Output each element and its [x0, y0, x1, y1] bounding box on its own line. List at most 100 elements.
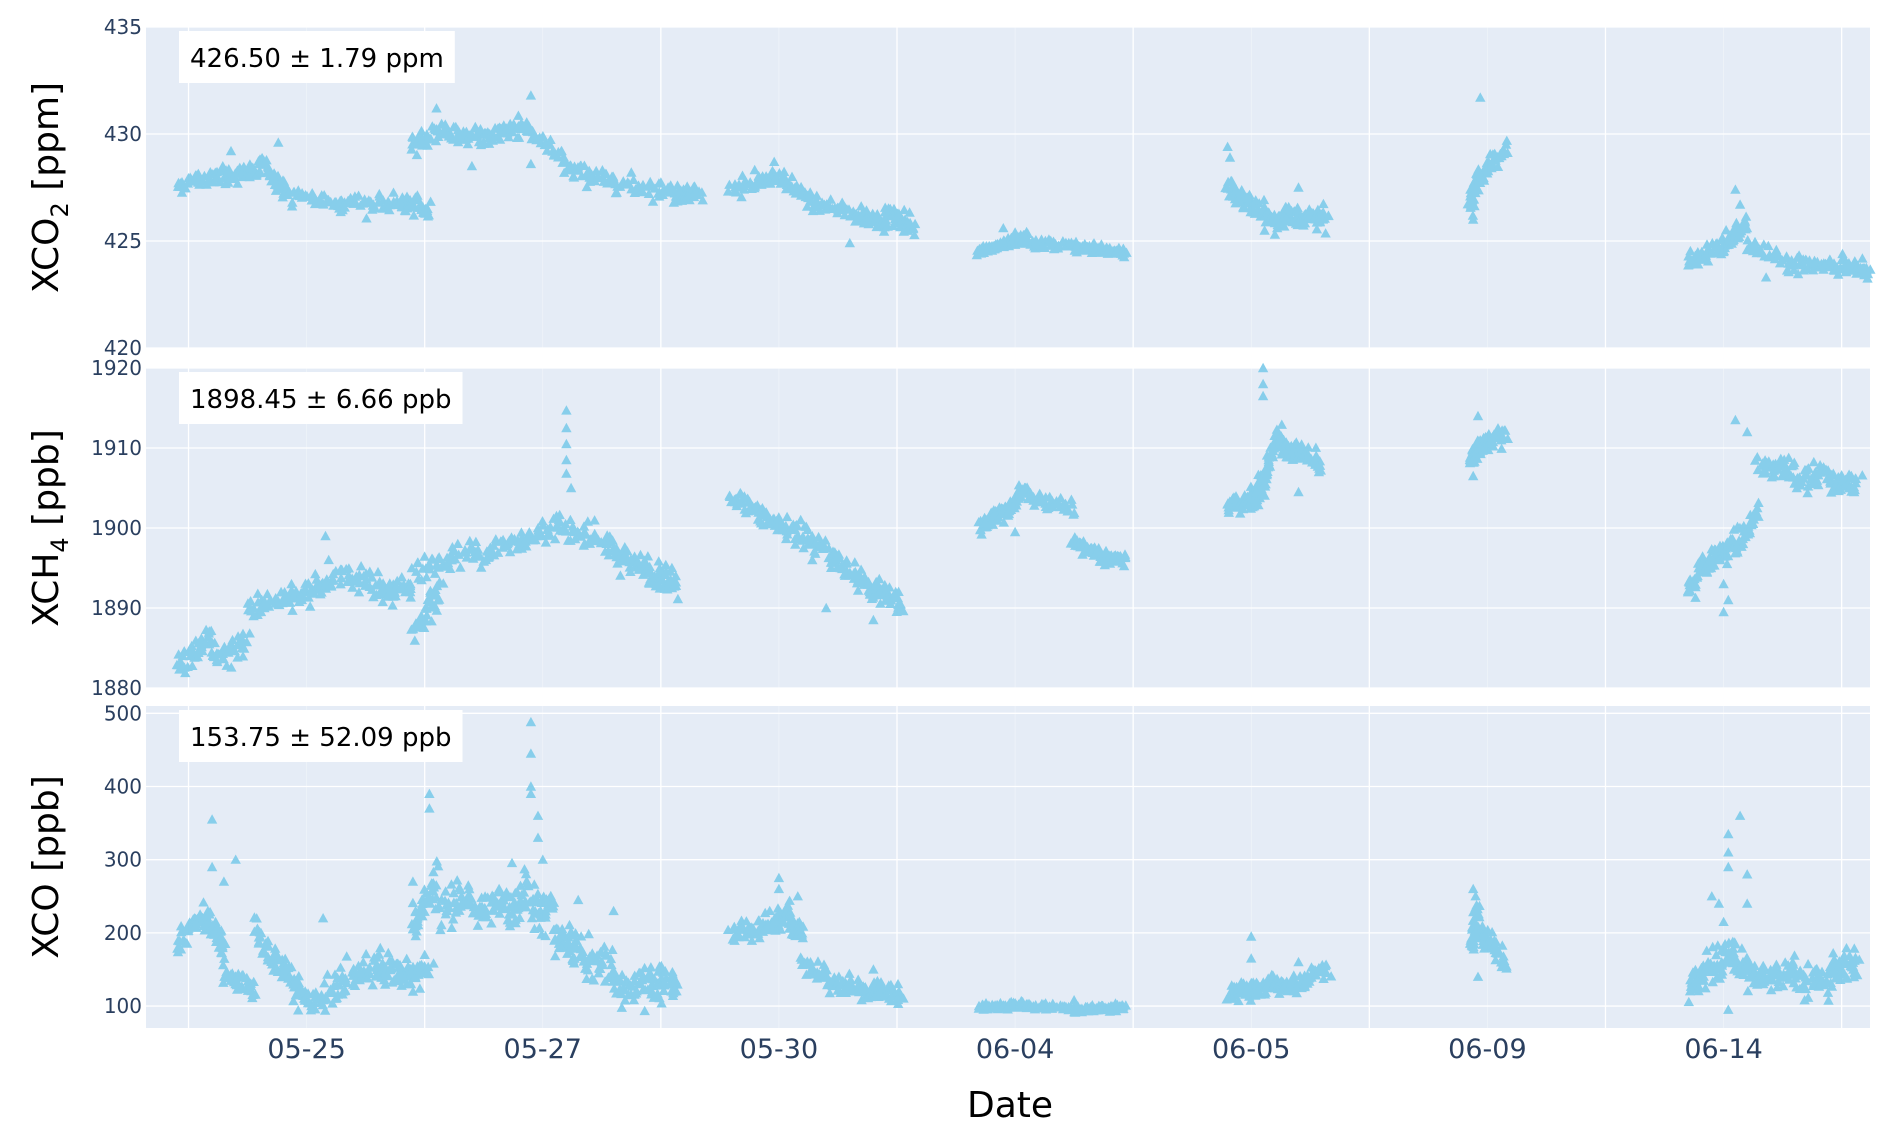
- data-point: [411, 149, 423, 160]
- data-point: [229, 645, 240, 655]
- data-point: [494, 134, 506, 144]
- data-point: [774, 922, 785, 933]
- data-point: [1475, 92, 1486, 102]
- data-point: [868, 614, 879, 625]
- data-point: [384, 204, 395, 215]
- data-point: [1279, 221, 1290, 231]
- data-point: [530, 534, 541, 545]
- data-point: [637, 186, 648, 197]
- data-point: [1318, 973, 1329, 983]
- data-point: [1803, 992, 1814, 1002]
- data-point: [802, 524, 813, 534]
- data-point: [575, 160, 587, 170]
- data-point: [1323, 210, 1334, 220]
- data-point: [253, 938, 264, 948]
- data-point: [1850, 473, 1861, 483]
- data-point: [605, 953, 617, 964]
- data-point: [367, 980, 378, 990]
- data-point: [1486, 927, 1498, 937]
- data-point: [446, 922, 457, 932]
- data-point: [534, 922, 545, 932]
- data-point: [1472, 971, 1484, 981]
- data-point: [588, 975, 600, 985]
- data-point: [1470, 926, 1481, 936]
- data-point: [1310, 442, 1322, 452]
- data-point: [1291, 987, 1302, 998]
- data-point: [423, 961, 434, 972]
- data-point: [1729, 937, 1740, 947]
- data-point: [414, 983, 426, 993]
- data-point: [603, 545, 614, 556]
- data-point: [634, 563, 645, 573]
- data-point: [218, 977, 229, 987]
- y-tick-label: 435: [104, 15, 142, 39]
- data-point: [645, 962, 657, 972]
- y-tick-label: 425: [104, 229, 142, 253]
- data-point: [486, 918, 497, 928]
- data-point: [769, 156, 780, 166]
- data-point: [375, 942, 386, 953]
- data-point: [853, 974, 864, 984]
- data-point: [293, 1005, 304, 1015]
- data-point: [1302, 978, 1313, 988]
- data-point: [513, 132, 525, 142]
- data-point: [1497, 940, 1508, 950]
- data-point: [1730, 184, 1741, 194]
- data-point: [1771, 959, 1782, 969]
- data-point: [520, 869, 532, 879]
- data-point: [670, 570, 681, 581]
- data-point: [797, 933, 808, 943]
- data-point: [893, 586, 904, 596]
- data-point: [270, 943, 281, 953]
- data-point: [424, 788, 435, 798]
- data-point: [1490, 936, 1502, 947]
- data-point: [217, 938, 228, 948]
- data-point: [361, 213, 372, 223]
- stats-annotation: 1898.45 ± 6.66 ppb: [179, 372, 463, 424]
- data-point: [862, 579, 874, 589]
- data-point: [1801, 975, 1813, 986]
- data-point: [1844, 950, 1855, 960]
- data-point: [431, 605, 442, 615]
- data-point: [287, 197, 298, 207]
- data-point: [1685, 586, 1696, 596]
- data-point: [263, 601, 275, 611]
- data-point: [175, 921, 187, 931]
- data-point: [1269, 229, 1281, 239]
- annotation-text: 1898.45 ± 6.66 ppb: [190, 385, 452, 415]
- data-point: [406, 144, 417, 154]
- data-point: [1718, 245, 1730, 256]
- data-point: [532, 523, 544, 533]
- data-point: [1731, 217, 1742, 228]
- data-point: [1119, 251, 1130, 262]
- data-point: [1223, 507, 1234, 517]
- data-point: [339, 975, 350, 985]
- data-point: [423, 210, 434, 220]
- data-point: [765, 178, 776, 188]
- data-point: [867, 592, 879, 602]
- series-xco2-markers: [172, 90, 1876, 283]
- data-point: [1482, 168, 1493, 178]
- data-point: [206, 861, 218, 872]
- data-point: [697, 195, 708, 205]
- y-tick-label: 420: [104, 336, 142, 360]
- data-point: [1816, 966, 1828, 976]
- data-point: [899, 204, 910, 215]
- data-point: [894, 604, 906, 614]
- data-point: [445, 563, 456, 573]
- data-point: [429, 568, 441, 578]
- data-point: [463, 880, 474, 890]
- data-point: [559, 154, 570, 164]
- data-point: [193, 645, 205, 655]
- data-point: [419, 551, 430, 561]
- data-point: [1118, 1003, 1129, 1013]
- data-point: [251, 913, 262, 923]
- data-point: [261, 940, 272, 950]
- annotation-background: [179, 31, 455, 83]
- data-point: [411, 566, 422, 576]
- data-point: [1299, 218, 1310, 228]
- data-point: [1854, 954, 1865, 964]
- data-point: [431, 856, 442, 866]
- data-point: [746, 935, 758, 945]
